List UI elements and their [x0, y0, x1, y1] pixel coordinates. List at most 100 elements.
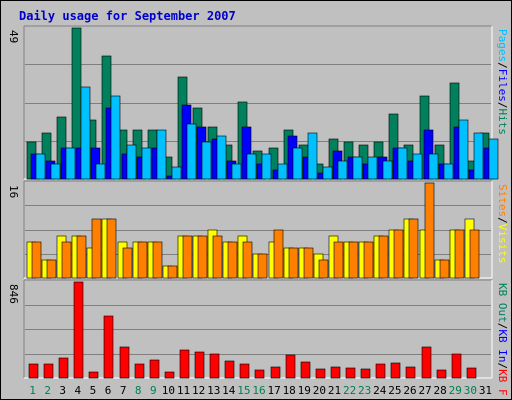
day-label: 26	[403, 384, 416, 397]
day-label: 7	[120, 384, 127, 397]
day-label: 30	[464, 384, 477, 397]
bar	[152, 241, 163, 279]
bar	[239, 363, 250, 379]
bar	[270, 366, 281, 379]
bar	[488, 138, 499, 180]
bar	[31, 241, 42, 279]
legend: KB Out/KB In/KB F	[496, 283, 509, 396]
day-label: 29	[449, 384, 462, 397]
legend-item: Pages	[496, 29, 509, 62]
bar	[216, 135, 227, 180]
bar	[421, 346, 432, 379]
bar	[209, 353, 220, 379]
day-label: 22	[343, 384, 356, 397]
bar	[254, 369, 265, 379]
panel-3: 846 KB Out/KB In/KB F	[7, 279, 509, 396]
bar	[367, 156, 378, 180]
day-label: 27	[418, 384, 431, 397]
bar	[337, 160, 348, 180]
day-label: 4	[75, 384, 82, 397]
bar	[241, 126, 252, 180]
bar	[285, 354, 296, 379]
bar	[28, 363, 39, 379]
bar	[76, 235, 87, 279]
bar	[408, 218, 419, 279]
panel-2: 16 Sites/Visits	[7, 180, 509, 279]
bar	[137, 241, 148, 279]
bar	[246, 153, 257, 180]
max-label: 16	[7, 185, 20, 198]
bar	[469, 229, 480, 279]
day-label: 18	[283, 384, 296, 397]
bar	[227, 241, 238, 279]
bar	[50, 163, 61, 180]
day-label: 8	[135, 384, 142, 397]
max-label: 846	[7, 284, 20, 304]
series-sites	[31, 182, 480, 279]
bar	[61, 241, 72, 279]
legend-item: KB In	[496, 329, 509, 362]
legend-item: KB Out	[496, 283, 509, 323]
day-label: 25	[388, 384, 401, 397]
bar	[88, 371, 99, 379]
day-label: 14	[222, 384, 236, 397]
bar	[303, 247, 314, 279]
bar	[352, 156, 363, 180]
bar	[277, 163, 288, 180]
day-label: 20	[313, 384, 326, 397]
day-label: 9	[150, 384, 157, 397]
bar	[58, 357, 69, 379]
bar	[122, 247, 133, 279]
legend-item: /	[496, 363, 509, 370]
bar	[231, 163, 242, 180]
legend-item: /	[496, 62, 509, 69]
bar	[315, 368, 326, 379]
bar	[443, 163, 454, 180]
bar	[348, 241, 359, 279]
day-label: 3	[59, 384, 66, 397]
bar	[186, 123, 197, 180]
day-label: 21	[328, 384, 341, 397]
bar	[119, 346, 130, 379]
bar	[257, 253, 268, 279]
legend-item: /	[496, 217, 509, 224]
bar	[134, 363, 145, 379]
bar	[65, 147, 76, 180]
bar	[454, 229, 465, 279]
day-label: 6	[105, 384, 112, 397]
day-label: 23	[358, 384, 371, 397]
bar	[436, 369, 447, 379]
bar	[164, 371, 175, 379]
bar	[156, 129, 167, 180]
bar	[90, 147, 101, 180]
bar	[80, 86, 91, 180]
bar	[393, 229, 404, 279]
bar	[126, 144, 137, 180]
bar	[424, 182, 435, 279]
bar	[197, 235, 208, 279]
bar	[110, 95, 121, 180]
day-label: 1	[29, 384, 36, 397]
series-kb-f	[28, 281, 477, 379]
bar	[167, 265, 178, 279]
bar	[106, 218, 117, 279]
day-labels: 1 2 3 4 5 6 7 8 9 10 11 12 13 14 15 16 17 18 19 20 21 22 23 24 2…	[29, 384, 492, 397]
bar	[390, 362, 401, 379]
bar	[91, 218, 102, 279]
bar	[261, 153, 272, 180]
bar	[46, 259, 57, 279]
day-label: 13	[207, 384, 220, 397]
bar	[363, 241, 374, 279]
bar	[224, 360, 235, 379]
bar	[451, 353, 462, 379]
day-label: 5	[90, 384, 97, 397]
day-label: 15	[237, 384, 250, 397]
bar	[307, 132, 318, 180]
bar	[242, 241, 253, 279]
bar	[103, 315, 114, 379]
bar	[300, 361, 311, 379]
bar	[179, 349, 190, 379]
legend-item: /	[496, 102, 509, 109]
